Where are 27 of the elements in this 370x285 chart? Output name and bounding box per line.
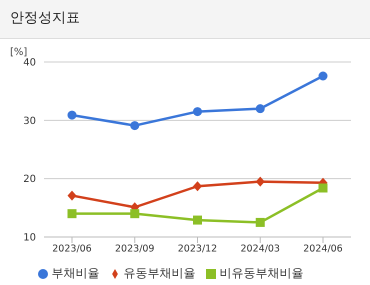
x-tick-label: 2023/12 xyxy=(178,244,218,255)
point xyxy=(193,181,202,192)
legend-label: 유동부채비율 xyxy=(124,266,196,280)
point xyxy=(193,107,202,116)
point xyxy=(256,218,265,227)
x-tick-label: 2024/03 xyxy=(240,244,280,255)
x-tick-label: 2024/06 xyxy=(303,244,343,255)
point xyxy=(256,104,265,114)
y-tick-label: 40 xyxy=(23,58,36,69)
point xyxy=(130,121,140,130)
legend-label: 부채비율 xyxy=(52,266,100,280)
point xyxy=(68,190,76,201)
point xyxy=(68,209,76,218)
x-tick-label: 2023/09 xyxy=(115,244,154,255)
point xyxy=(130,209,140,218)
legend-label: 비유동부채비율 xyxy=(220,266,304,280)
x-tick-label: 2023/06 xyxy=(52,244,92,255)
y-tick-label: 30 xyxy=(23,116,36,127)
point xyxy=(68,110,76,120)
point xyxy=(318,184,328,192)
point xyxy=(318,72,328,80)
y-axis-title: [%] xyxy=(10,47,28,58)
point xyxy=(256,176,265,187)
chart-title: 안정성지표 xyxy=(10,9,80,27)
point xyxy=(193,216,202,225)
y-tick-label: 20 xyxy=(23,174,36,186)
y-tick-label: 10 xyxy=(23,232,36,244)
